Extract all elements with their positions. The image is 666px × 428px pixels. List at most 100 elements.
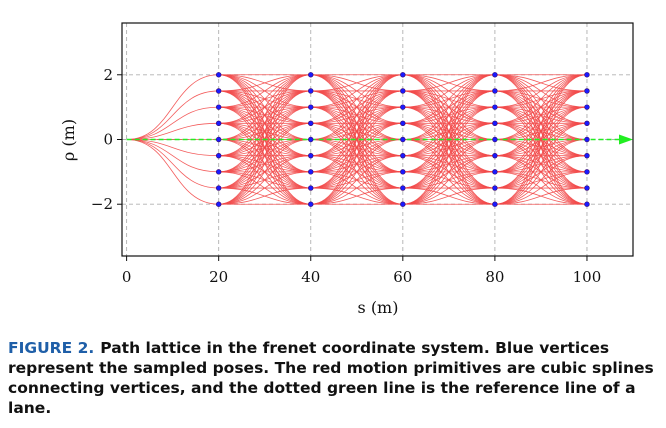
- lattice-vertex: [215, 169, 222, 175]
- motion-primitive: [218, 171, 311, 205]
- x-tick-label: 20: [209, 268, 228, 286]
- x-tick-label: 80: [485, 268, 504, 286]
- motion-primitive: [402, 122, 495, 205]
- lattice-vertex: [400, 152, 406, 159]
- lattice-vertex: [400, 88, 406, 94]
- caption-label: FIGURE 2.: [8, 339, 95, 357]
- lattice-vertex: [492, 201, 498, 207]
- x-axis-label: s (m): [358, 298, 399, 317]
- lattice-vertex: [215, 152, 222, 159]
- lattice-vertex: [308, 185, 314, 191]
- motion-primitive: [310, 187, 403, 205]
- motion-primitive: [402, 139, 495, 205]
- lattice-vertex: [215, 185, 222, 191]
- x-tick-label: 40: [301, 268, 320, 286]
- lattice-vertex: [308, 169, 314, 175]
- motion-primitive: [402, 90, 495, 205]
- motion-primitive: [310, 74, 403, 205]
- motion-primitive: [218, 155, 311, 205]
- lattice-vertex: [584, 88, 590, 94]
- motion-primitive: [494, 90, 587, 205]
- motion-primitive: [218, 106, 311, 205]
- motion-primitive: [218, 187, 311, 205]
- motion-primitive: [218, 74, 311, 189]
- motion-primitive: [218, 90, 311, 205]
- y-axis-label: ρ (m): [59, 119, 78, 161]
- lattice-vertex: [308, 72, 314, 78]
- motion-primitive: [310, 122, 403, 205]
- caption-text: Path lattice in the frenet coordinate sy…: [8, 339, 654, 417]
- motion-primitive: [310, 171, 403, 205]
- reference-line: [126, 134, 633, 145]
- lattice-vertex: [215, 201, 222, 207]
- motion-primitive: [218, 139, 311, 205]
- lattice-vertex: [215, 72, 222, 78]
- lattice-vertex: [492, 152, 498, 159]
- motion-primitive: [126, 74, 219, 140]
- motion-primitive: [402, 171, 495, 205]
- motion-primitive: [402, 155, 495, 205]
- lattice-vertex: [215, 120, 222, 127]
- motion-primitive: [494, 122, 587, 205]
- motion-primitive: [218, 74, 311, 92]
- motion-primitive: [218, 74, 311, 108]
- lattice-vertex: [400, 104, 406, 110]
- motion-primitive: [126, 139, 219, 205]
- x-tick-label: 60: [393, 268, 412, 286]
- motion-primitive: [310, 90, 403, 205]
- lattice-vertex: [584, 201, 590, 207]
- motion-primitive: [126, 122, 219, 140]
- motion-primitive: [126, 90, 219, 140]
- lattice-vertex: [584, 72, 590, 78]
- lattice-vertex: [492, 169, 498, 175]
- motion-primitive: [126, 139, 219, 173]
- lattice-vertex: [308, 136, 314, 143]
- lattice-vertex: [492, 136, 498, 143]
- motion-primitive: [494, 74, 587, 92]
- motion-primitive: [402, 106, 495, 205]
- figure-caption: FIGURE 2. Path lattice in the frenet coor…: [8, 338, 658, 418]
- motion-primitive: [494, 106, 587, 205]
- lattice-vertex: [492, 72, 498, 78]
- lattice-vertex: [584, 104, 590, 110]
- lattice-vertex: [492, 104, 498, 110]
- x-tick-label: 0: [122, 268, 132, 286]
- lattice-vertex: [584, 169, 590, 175]
- lattice-vertex: [584, 185, 590, 191]
- lattice-vertex: [400, 120, 406, 127]
- y-tick-label: −2: [91, 195, 113, 213]
- motion-primitive: [494, 74, 587, 189]
- lattice-vertex: [308, 104, 314, 110]
- lattice-vertex: [400, 201, 406, 207]
- motion-primitive: [494, 74, 587, 205]
- motion-primitive: [126, 139, 219, 157]
- lattice-vertex: [584, 120, 590, 127]
- lattice-vertex: [215, 104, 222, 110]
- motion-primitive: [494, 187, 587, 205]
- lattice-vertex: [400, 169, 406, 175]
- lattice-vertex: [492, 88, 498, 94]
- lattice-vertex: [400, 72, 406, 78]
- motion-primitive: [310, 139, 403, 205]
- lattice-vertex: [308, 88, 314, 94]
- x-tick-label: 100: [573, 268, 602, 286]
- motion-primitive: [310, 106, 403, 205]
- motion-primitive: [402, 74, 495, 189]
- lattice-vertex: [215, 88, 222, 94]
- motion-primitive: [218, 122, 311, 205]
- motion-primitive: [310, 74, 403, 108]
- motion-primitive: [402, 74, 495, 92]
- lattice-vertex: [492, 185, 498, 191]
- lattice-vertex: [400, 136, 406, 143]
- y-tick-label: 2: [103, 66, 113, 84]
- motion-primitive: [402, 74, 495, 108]
- motion-primitive: [494, 155, 587, 205]
- sampled-vertices: [215, 72, 590, 207]
- lattice-vertex: [400, 185, 406, 191]
- motion-primitive: [126, 106, 219, 140]
- motion-primitive: [402, 187, 495, 205]
- motion-primitive: [494, 139, 587, 205]
- y-tick-label: 0: [103, 131, 113, 149]
